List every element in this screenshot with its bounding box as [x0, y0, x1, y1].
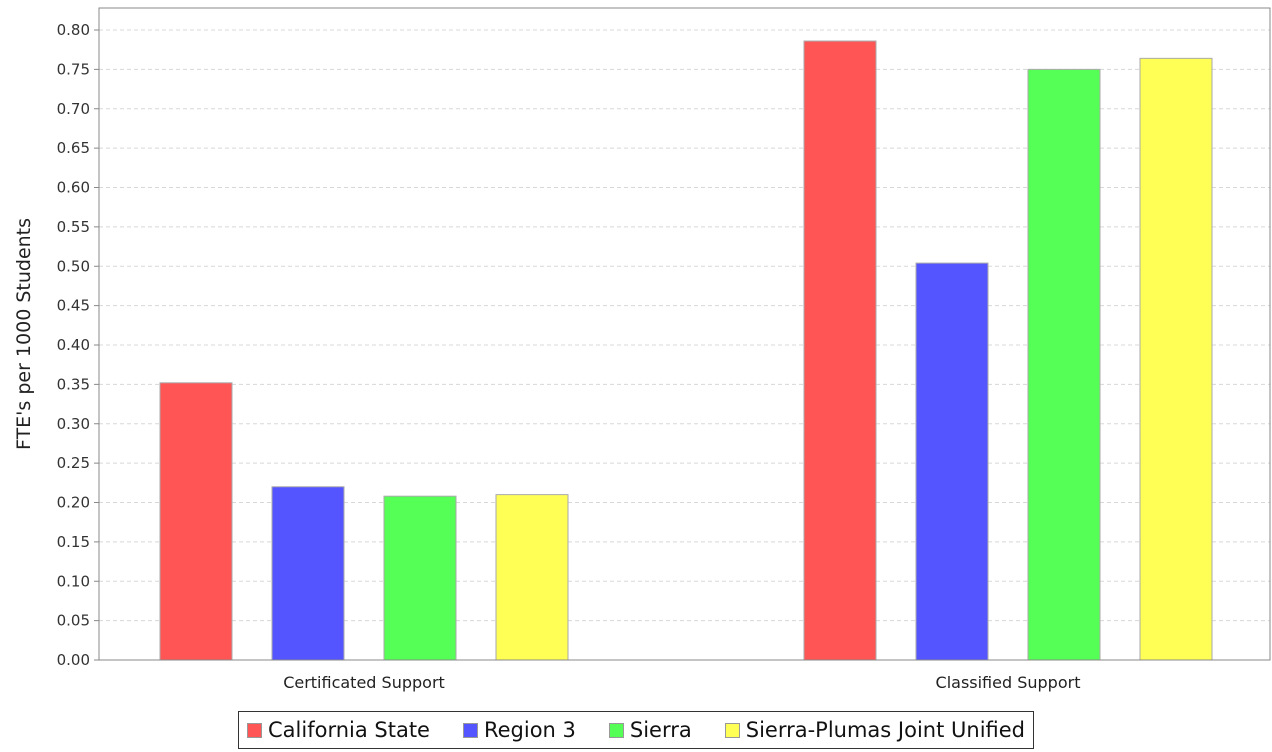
legend-swatch	[462, 722, 478, 738]
legend-item: Region 3	[462, 718, 576, 742]
y-axis-ticks: 0.00 0.05 0.10 0.15 0.20 0.25 0.30 0.35 0.40 0.45…	[57, 21, 99, 669]
y-tick-label: 0.10	[57, 572, 90, 590]
y-tick-label: 0.00	[57, 651, 90, 669]
legend-swatch	[608, 722, 624, 738]
legend-label: California State	[268, 718, 430, 742]
legend-item: Sierra-Plumas Joint Unified	[724, 718, 1025, 742]
legend-label: Region 3	[483, 718, 576, 742]
y-tick-label: 0.50	[57, 257, 90, 275]
legend-item: Sierra	[608, 718, 692, 742]
legend-label: Sierra	[629, 718, 692, 742]
category-labels: Certificated Support Classified Support	[283, 673, 1080, 692]
y-axis-title: FTE's per 1000 Students	[13, 218, 35, 450]
bar-california-state-1	[159, 382, 233, 661]
bar-region-3-2	[915, 262, 989, 661]
bar-region-3-1	[271, 486, 345, 661]
y-tick-label: 0.20	[57, 494, 90, 512]
legend-swatch	[724, 722, 740, 738]
y-tick-label: 0.15	[57, 533, 90, 551]
bar-sierra-plumas-joint-unified-2	[1139, 57, 1213, 661]
y-tick-label: 0.45	[57, 297, 90, 315]
y-tick-label: 0.75	[57, 60, 90, 78]
legend: California State Region 3 Sierra Sierra-Plu…	[238, 711, 1034, 749]
y-tick-label: 0.25	[57, 454, 90, 472]
bar-sierra-plumas-joint-unified-1	[495, 494, 569, 661]
y-tick-label: 0.55	[57, 218, 90, 236]
y-tick-label: 0.05	[57, 612, 90, 630]
y-tick-label: 0.35	[57, 375, 90, 393]
bar-sierra-2	[1027, 68, 1101, 661]
category-label: Classified Support	[936, 673, 1081, 692]
category-label: Certificated Support	[283, 673, 445, 692]
legend-label: Sierra-Plumas Joint Unified	[745, 718, 1025, 742]
y-tick-label: 0.40	[57, 336, 90, 354]
y-tick-label: 0.60	[57, 179, 90, 197]
y-tick-label: 0.70	[57, 100, 90, 118]
y-tick-label: 0.65	[57, 139, 90, 157]
plot-frame	[98, 7, 1271, 661]
y-tick-label: 0.30	[57, 415, 90, 433]
legend-swatch	[247, 722, 262, 738]
bars	[159, 40, 1213, 661]
legend-item: California State	[247, 718, 430, 742]
bar-california-state-2	[803, 40, 877, 661]
y-tick-label: 0.80	[57, 21, 90, 39]
bar-sierra-1	[383, 495, 457, 661]
